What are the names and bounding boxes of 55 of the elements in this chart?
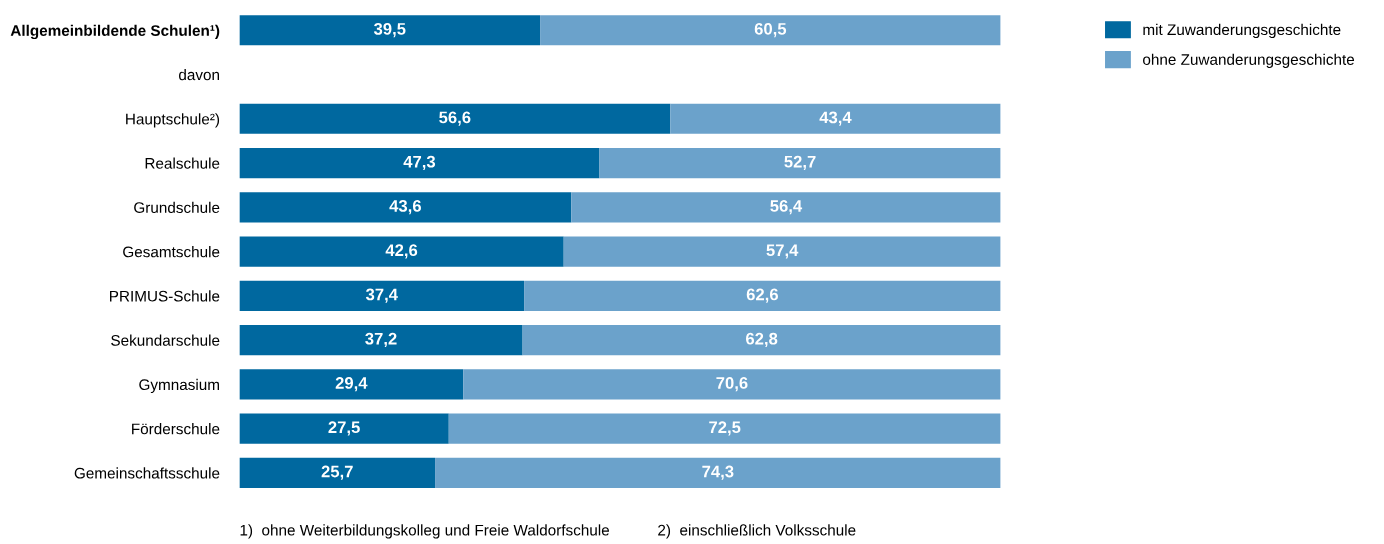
data-label: 74,3 <box>702 465 734 480</box>
bar <box>563 236 1001 267</box>
text: 2) einschließlich Volksschule <box>658 524 856 539</box>
bar <box>448 413 1001 444</box>
legend-label: ohne Zuwanderungsgeschichte <box>1143 53 1355 68</box>
y-tick-label: Hauptschule²) <box>126 113 220 128</box>
bar <box>239 103 671 134</box>
data-label: 52,7 <box>784 155 816 170</box>
y-tick-label: Sekundarschule <box>111 334 220 346</box>
bar <box>571 192 1001 223</box>
bar <box>239 325 523 356</box>
y-tick-label: Förderschule <box>132 423 220 435</box>
data-label: 25,7 <box>321 465 353 480</box>
bar <box>670 103 1001 134</box>
y-tick-label: PRIMUS-Schule <box>110 290 220 302</box>
data-label: 56,6 <box>439 111 471 126</box>
data-label: 62,6 <box>746 288 778 303</box>
bar <box>599 148 1001 179</box>
data-label: 27,5 <box>328 421 360 436</box>
y-tick-label: davon <box>179 69 219 81</box>
y-tick-label: Gemeinschaftsschule <box>74 467 220 479</box>
bar <box>239 413 449 444</box>
bar <box>239 280 525 311</box>
bar <box>435 457 1001 488</box>
data-label: 57,4 <box>766 244 799 259</box>
data-label: 60,5 <box>754 22 787 38</box>
data-label: 37,2 <box>365 332 397 348</box>
bar <box>239 148 600 179</box>
y-tick-label: Realschule <box>145 157 220 169</box>
bar <box>239 457 436 488</box>
y-tick-label: Grundschule <box>134 201 220 214</box>
data-label: 42,6 <box>385 244 418 259</box>
data-label: 39,5 <box>373 22 406 38</box>
data-label: 56,4 <box>770 200 803 215</box>
bar <box>540 15 1001 46</box>
bar <box>239 369 464 400</box>
data-label: 70,6 <box>716 377 748 392</box>
data-label: 72,5 <box>709 421 741 436</box>
data-label: 37,4 <box>365 288 398 303</box>
data-label: 62,8 <box>746 332 778 348</box>
bar <box>239 15 541 46</box>
data-label: 43,4 <box>819 111 852 126</box>
y-tick-label: Gymnasium <box>139 378 219 394</box>
text: 1) ohne Weiterbildungskolleg und Freie Waldorfschule <box>240 524 610 539</box>
bar <box>239 192 572 223</box>
y-tick-label: Allgemeinbildende Schulen¹) <box>10 24 220 40</box>
data-label: 43,6 <box>389 200 421 215</box>
legend-label: mit Zuwanderungsgeschichte <box>1143 23 1341 39</box>
data-label: 29,4 <box>335 377 368 392</box>
bar <box>524 280 1001 311</box>
y-tick-label: Gesamtschule <box>123 246 220 258</box>
data-label: 47,3 <box>403 155 436 170</box>
bar <box>463 369 1001 400</box>
bar <box>522 325 1001 356</box>
bar <box>239 236 564 267</box>
